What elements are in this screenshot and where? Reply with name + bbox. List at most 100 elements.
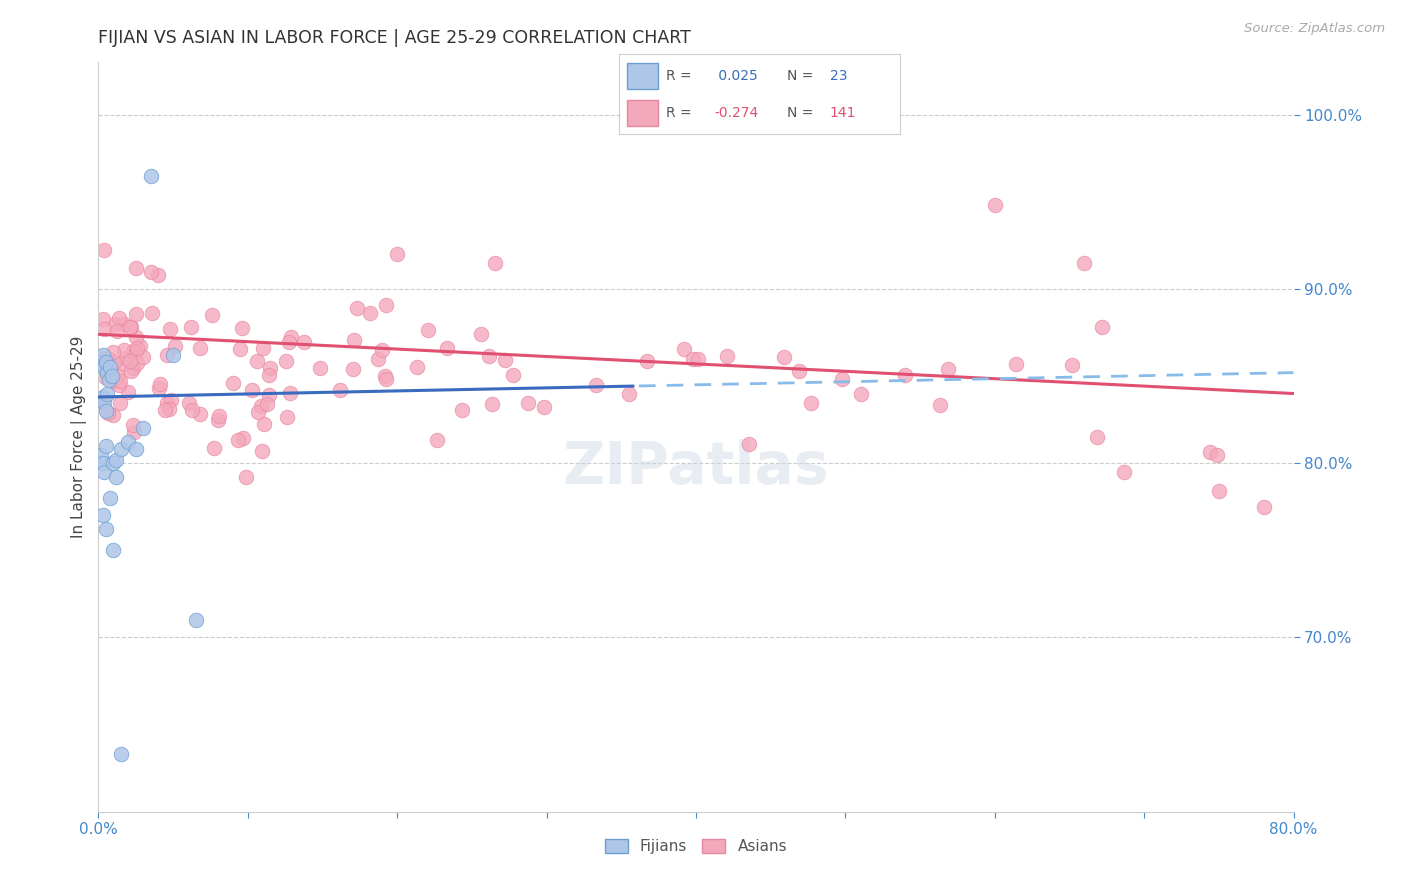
Point	[125, 341, 148, 355]
Point	[120, 354, 142, 368]
Point	[101, 409, 124, 423]
Point	[125, 261, 148, 276]
Point	[481, 397, 503, 411]
Point	[149, 377, 172, 392]
Point	[257, 368, 280, 383]
Point	[478, 349, 501, 363]
Point	[120, 320, 142, 334]
Point	[103, 543, 125, 558]
Point	[125, 442, 148, 457]
Point	[112, 357, 135, 371]
Point	[105, 324, 128, 338]
Point	[98, 491, 122, 505]
Point	[107, 368, 129, 383]
Point	[132, 351, 155, 365]
Point	[97, 406, 120, 420]
Text: -0.274: -0.274	[714, 106, 758, 120]
Point	[93, 395, 115, 409]
Point	[374, 368, 396, 383]
Point	[636, 354, 658, 368]
Point	[120, 363, 142, 377]
Point	[148, 268, 170, 282]
Point	[91, 390, 114, 404]
Point	[250, 400, 273, 414]
Point	[673, 343, 696, 357]
Point	[101, 345, 124, 359]
Point	[202, 441, 225, 455]
Point	[115, 351, 138, 365]
Point	[162, 348, 184, 362]
Point	[831, 371, 853, 385]
Point	[112, 343, 135, 357]
Text: 141: 141	[830, 106, 856, 120]
Point	[127, 356, 149, 370]
Point	[292, 334, 315, 349]
Text: 23: 23	[830, 69, 846, 83]
Point	[188, 407, 211, 421]
Point	[98, 360, 122, 375]
Point	[94, 404, 117, 418]
Point	[103, 374, 125, 388]
Point	[121, 344, 143, 359]
Point	[180, 319, 202, 334]
Point	[93, 322, 115, 336]
Point	[688, 351, 710, 366]
Point	[436, 341, 458, 355]
Point	[1199, 445, 1222, 459]
Point	[91, 348, 114, 362]
Point	[367, 351, 389, 366]
Point	[343, 333, 366, 347]
Point	[1004, 357, 1026, 371]
Text: FIJIAN VS ASIAN IN LABOR FORCE | AGE 25-29 CORRELATION CHART: FIJIAN VS ASIAN IN LABOR FORCE | AGE 25-…	[98, 29, 692, 47]
Bar	[627, 63, 658, 89]
Point	[125, 330, 148, 344]
Point	[346, 301, 368, 316]
Point	[517, 396, 540, 410]
Point	[90, 355, 112, 369]
Point	[101, 369, 124, 384]
Point	[105, 470, 128, 484]
Point	[94, 369, 117, 384]
Point	[450, 403, 472, 417]
Point	[94, 355, 117, 369]
Point	[585, 378, 607, 392]
Point	[94, 439, 117, 453]
Point	[96, 363, 118, 377]
Point	[533, 400, 555, 414]
Point	[1062, 358, 1084, 372]
Point	[1091, 319, 1114, 334]
Text: N =: N =	[787, 69, 814, 83]
Point	[112, 317, 135, 331]
Point	[91, 456, 114, 470]
Point	[246, 353, 269, 368]
Point	[222, 376, 245, 390]
Point	[800, 395, 823, 409]
Point	[124, 425, 146, 440]
Point	[375, 372, 398, 386]
Point	[108, 396, 131, 410]
Point	[184, 613, 207, 627]
Point	[246, 405, 269, 419]
Point	[502, 368, 524, 383]
Point	[894, 368, 917, 382]
Point	[936, 362, 959, 376]
Point	[1085, 430, 1108, 444]
Point	[120, 319, 142, 334]
Point	[276, 353, 298, 368]
Point	[110, 374, 132, 388]
Point	[789, 364, 811, 378]
Point	[139, 169, 162, 183]
Point	[155, 403, 177, 417]
Point	[110, 442, 132, 457]
Point	[494, 353, 516, 368]
Point	[250, 444, 273, 458]
Point	[91, 395, 114, 409]
Point	[156, 348, 179, 362]
Point	[122, 361, 145, 376]
Point	[240, 383, 263, 397]
Point	[103, 354, 125, 368]
Point	[121, 417, 143, 432]
Point	[103, 456, 125, 470]
Point	[259, 361, 281, 376]
Point	[278, 385, 301, 400]
